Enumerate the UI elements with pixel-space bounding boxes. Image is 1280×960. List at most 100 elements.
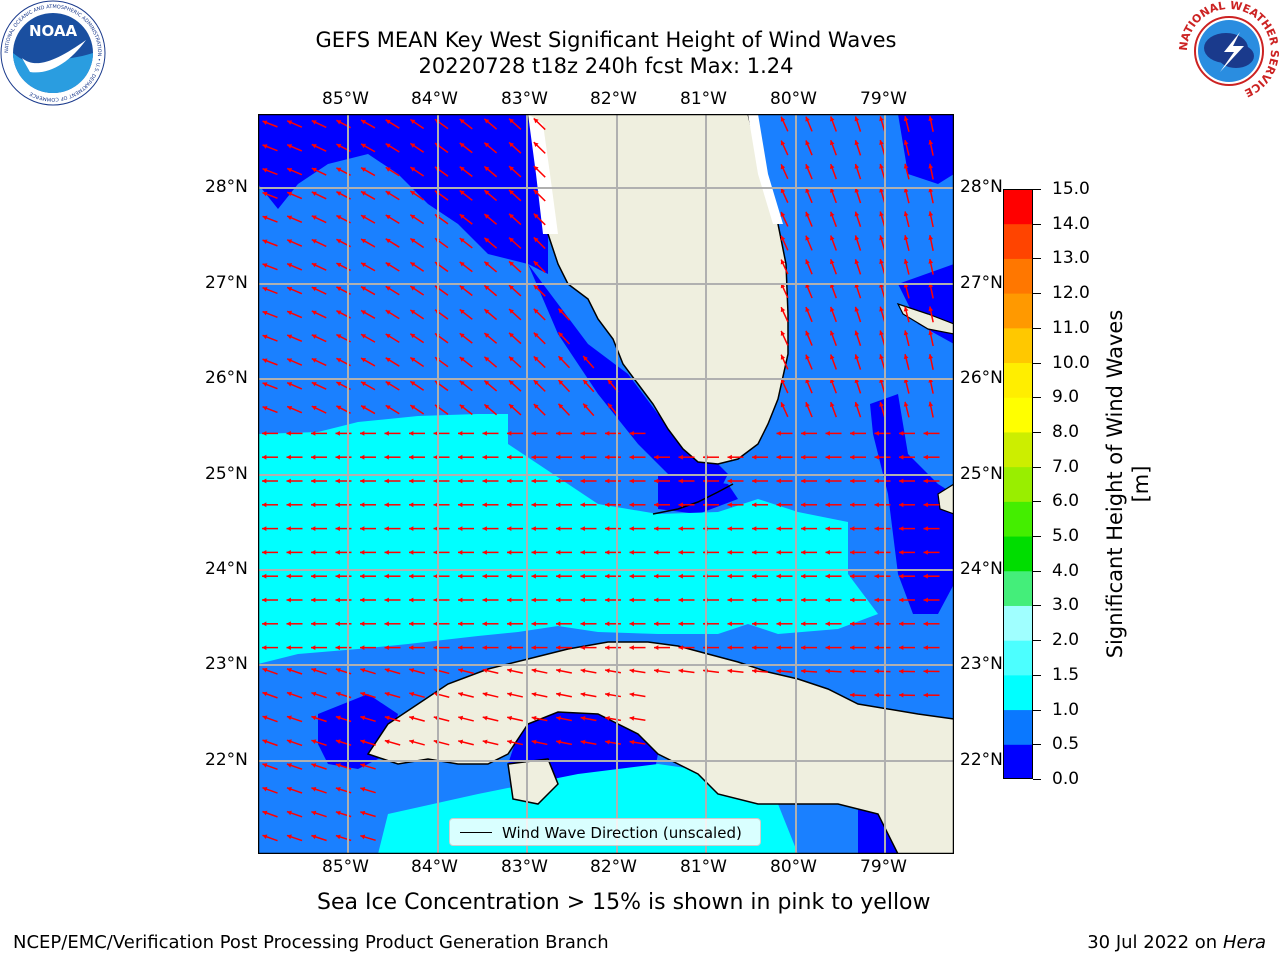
wind-wave-arrow-head	[507, 550, 512, 555]
florida-land	[527, 114, 789, 465]
wind-wave-arrow-head	[607, 379, 613, 385]
wind-wave-arrow-head	[752, 573, 757, 579]
colorbar-segment	[1003, 466, 1033, 502]
wind-wave-arrow-head	[923, 597, 928, 603]
lon-tick-top: 81°W	[680, 89, 727, 109]
lon-tick-bottom: 80°W	[770, 857, 817, 877]
wind-wave-arrow-head	[509, 166, 514, 171]
wind-wave-arrow-head	[780, 235, 786, 241]
wind-wave-arrow-head	[385, 310, 391, 315]
wind-wave-arrow-head	[311, 502, 316, 508]
wind-wave-arrow-head	[482, 597, 487, 603]
wind-wave-arrow-head	[311, 739, 317, 744]
wind-wave-arrow-head	[874, 645, 879, 650]
wind-wave-arrow-head	[509, 380, 514, 386]
wind-wave-arrow-head	[752, 645, 757, 650]
wind-wave-arrow-head	[311, 667, 317, 673]
sea-ice-note: Sea Ice Concentration > 15% is shown in …	[317, 890, 931, 915]
wind-wave-arrow-head	[286, 786, 292, 792]
wind-wave-arrow-head	[776, 478, 781, 484]
wind-wave-arrow-head	[854, 116, 860, 122]
wind-wave-arrow-head	[433, 597, 438, 603]
lon-tick-bottom: 81°W	[680, 857, 727, 877]
wind-wave-arrow-head	[583, 403, 588, 409]
wind-wave-arrow-head	[801, 454, 806, 460]
wind-wave-arrow-head	[923, 668, 928, 674]
colorbar-segment	[1003, 293, 1033, 329]
lon-tick-top: 80°W	[770, 89, 817, 109]
wind-wave-arrow-head	[533, 142, 539, 147]
wind-wave-arrow-head	[507, 645, 512, 650]
wind-wave-arrow-head	[752, 478, 757, 484]
lon-tick-bottom: 85°W	[322, 857, 369, 877]
wind-wave-arrow-head	[801, 526, 806, 531]
wind-wave-arrow-head	[385, 357, 391, 363]
wind-wave-arrow-head	[903, 259, 909, 264]
wind-wave-arrow-head	[262, 310, 268, 316]
wind-wave-arrow-head	[605, 668, 610, 674]
wind-wave-arrow-head	[629, 478, 634, 484]
wind-wave-arrow-head	[509, 285, 514, 290]
wind-wave-arrow-head	[384, 431, 389, 436]
wind-wave-arrow-head	[287, 310, 293, 316]
wind-wave-arrow-head	[482, 502, 487, 508]
wind-wave-arrow-head	[829, 187, 835, 193]
wind-wave-arrow-head	[360, 454, 365, 460]
wind-wave-arrow-head	[336, 167, 342, 173]
wind-wave-arrow-head	[850, 550, 855, 555]
wind-wave-arrow-head	[433, 526, 438, 531]
wind-wave-arrow-head	[311, 526, 316, 531]
wind-wave-arrow-head	[780, 116, 786, 122]
wind-wave-arrow-head	[385, 215, 391, 220]
wind-wave-arrow-head	[286, 526, 291, 531]
wind-wave-arrow-head	[361, 120, 367, 125]
wind-wave-arrow-head	[361, 286, 367, 291]
wind-wave-arrow-head	[801, 668, 806, 674]
wind-wave-arrow-head	[385, 238, 391, 244]
colorbar-tick-mark	[1033, 466, 1041, 468]
wind-wave-arrow-head	[361, 262, 367, 268]
wind-wave-arrow-head	[286, 763, 292, 768]
wind-wave-arrow-head	[874, 692, 879, 698]
wind-wave-arrow-head	[928, 116, 934, 121]
wind-wave-arrow-head	[780, 211, 786, 217]
wind-wave-arrow-head	[558, 403, 564, 409]
wind-wave-arrow-head	[801, 597, 806, 603]
wind-wave-arrow-head	[923, 573, 928, 579]
wind-wave-arrow-head	[780, 402, 786, 408]
wind-wave-arrow-head	[556, 454, 561, 460]
wind-wave-arrow-head	[336, 358, 342, 363]
wind-wave-arrow-head	[262, 573, 267, 579]
wind-wave-arrow-head	[335, 431, 340, 436]
wind-wave-arrow-head	[752, 526, 757, 531]
wind-wave-arrow-head	[605, 739, 610, 745]
wind-wave-arrow-head	[385, 381, 391, 386]
wind-wave-arrow-head	[433, 502, 438, 508]
wind-wave-arrow-head	[459, 166, 465, 172]
wind-wave-arrow-head	[533, 285, 539, 290]
wind-wave-arrow-head	[262, 645, 267, 650]
lon-tick-bottom: 84°W	[411, 857, 458, 877]
wind-wave-arrow-head	[829, 235, 835, 241]
wind-wave-arrow-head	[335, 550, 340, 555]
wind-wave-arrow-head	[361, 381, 367, 387]
wind-wave-arrow-head	[899, 502, 904, 508]
wind-wave-arrow-head	[410, 381, 416, 386]
wind-wave-arrow-head	[850, 621, 855, 627]
lon-tick-bottom: 79°W	[860, 857, 907, 877]
wind-wave-arrow-head	[336, 382, 342, 387]
wind-wave-arrow-head	[923, 645, 928, 650]
wind-wave-arrow-head	[854, 330, 860, 336]
wind-wave-arrow-head	[286, 645, 291, 650]
wind-wave-arrow-head	[507, 715, 512, 721]
wind-wave-arrow-head	[629, 621, 634, 627]
wind-wave-arrow-head	[556, 550, 561, 555]
lat-tick-left: 26°N	[205, 368, 248, 388]
wind-wave-arrow-head	[558, 308, 564, 314]
wind-wave-arrow-head	[825, 550, 830, 555]
wind-wave-arrow-head	[458, 454, 463, 460]
wind-wave-arrow-head	[580, 597, 585, 603]
wind-wave-arrow-head	[678, 478, 683, 484]
wind-wave-arrow-head	[409, 431, 414, 436]
wind-wave-arrow-head	[780, 188, 786, 194]
